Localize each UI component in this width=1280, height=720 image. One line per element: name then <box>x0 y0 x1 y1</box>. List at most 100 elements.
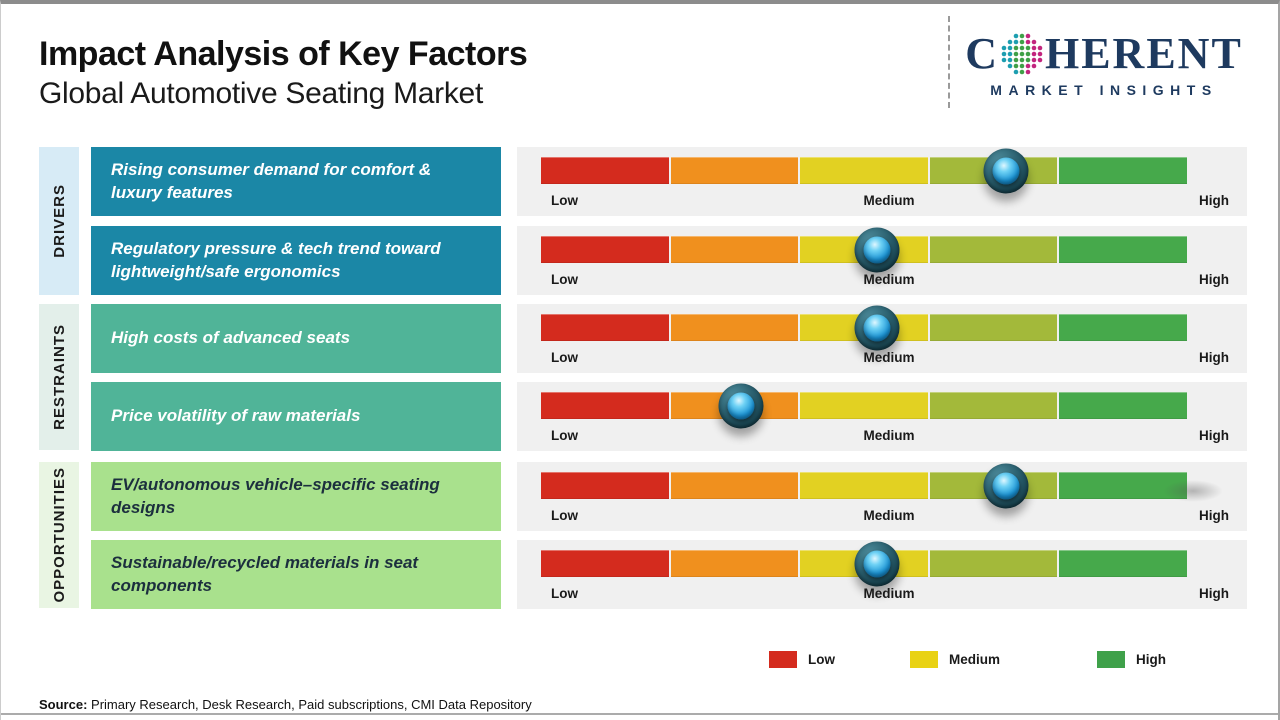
gauge-segment-red <box>541 314 669 341</box>
factor-card: Sustainable/recycled materials in seat c… <box>91 540 501 609</box>
globe-dots-icon <box>1001 33 1043 75</box>
scale-label-high: High <box>1199 272 1229 287</box>
source-prefix: Source: <box>39 697 88 712</box>
scale-label-low: Low <box>551 350 578 365</box>
impact-gauge: Low Medium High <box>517 540 1247 609</box>
scale-label-low: Low <box>551 508 578 523</box>
gauge-segment-yellow <box>800 472 928 499</box>
brand-logo: C HERENT MARKET INSIGHTS <box>954 30 1254 99</box>
impact-knob[interactable] <box>983 148 1029 193</box>
impact-gauge: Low Medium High <box>517 226 1247 295</box>
scale-label-low: Low <box>551 586 578 601</box>
scale-label-high: High <box>1199 428 1229 443</box>
page-title: Impact Analysis of Key Factors <box>39 35 528 73</box>
page-subtitle: Global Automotive Seating Market <box>39 76 483 110</box>
knob-core <box>863 550 891 577</box>
scale-label-low: Low <box>551 193 578 208</box>
impact-gauge: Low Medium High <box>517 147 1247 216</box>
scale-label-high: High <box>1199 586 1229 601</box>
bottom-rule <box>1 713 1278 715</box>
logo-text-c: C <box>965 29 999 78</box>
gauge-bar <box>541 541 1187 586</box>
logo-subtext: MARKET INSIGHTS <box>990 82 1218 98</box>
gauge-segment-orange <box>670 550 799 577</box>
gauge-segment-olive <box>929 236 1058 263</box>
gauge-bar <box>541 305 1187 350</box>
factor-card: Rising consumer demand for comfort & lux… <box>91 147 501 216</box>
scale-label-low: Low <box>551 428 578 443</box>
source-text: Primary Research, Desk Research, Paid su… <box>87 697 532 712</box>
group-label: RESTRAINTS <box>50 324 68 430</box>
gauge-segment-olive <box>929 392 1058 419</box>
source-line: Source: Primary Research, Desk Research,… <box>39 697 532 712</box>
scale-label-medium: Medium <box>863 586 915 601</box>
legend-swatch-high <box>1097 650 1125 668</box>
gauge-bar <box>541 463 1223 508</box>
factor-card: Price volatility of raw materials <box>91 382 501 451</box>
knob-core <box>863 236 891 263</box>
group-tab-restraints: RESTRAINTS <box>39 304 79 450</box>
gauge-scale: Low Medium High <box>517 508 1247 526</box>
scale-label-medium: Medium <box>863 193 915 208</box>
gauge-segment-green <box>1059 392 1187 419</box>
factor-row: Rising consumer demand for comfort & lux… <box>91 147 1247 216</box>
scale-label-high: High <box>1199 350 1229 365</box>
factor-row: Regulatory pressure & tech trend toward … <box>91 226 1247 295</box>
logo-divider <box>948 16 950 108</box>
knob-core <box>992 157 1020 184</box>
gauge-segment-red <box>541 392 669 419</box>
factor-row: EV/autonomous vehicle–specific seating d… <box>91 462 1247 531</box>
scale-label-medium: Medium <box>863 272 915 287</box>
factor-card: Regulatory pressure & tech trend toward … <box>91 226 501 295</box>
gauge-segment-green <box>1059 157 1187 184</box>
gauge-bar <box>541 148 1187 193</box>
gauge-segment-green <box>1059 550 1187 577</box>
logo-text-herent: HERENT <box>1044 29 1243 78</box>
factor-text: Price volatility of raw materials <box>111 406 361 426</box>
gauge-bar <box>541 227 1187 272</box>
knob-core <box>863 314 891 341</box>
factor-text: Sustainable/recycled materials in seat c… <box>111 552 419 595</box>
impact-knob[interactable] <box>854 541 900 586</box>
gauge-segment-orange <box>670 314 799 341</box>
factor-text: Regulatory pressure & tech trend toward … <box>111 238 441 281</box>
group-tab-opportunities: OPPORTUNITIES <box>39 462 79 608</box>
impact-knob[interactable] <box>854 227 900 272</box>
gauge-segment-olive <box>929 550 1058 577</box>
impact-knob[interactable] <box>983 463 1029 508</box>
impact-knob[interactable] <box>718 383 764 428</box>
factor-card: EV/autonomous vehicle–specific seating d… <box>91 462 501 531</box>
gauge-segment-olive <box>929 314 1058 341</box>
gauge-segment-green <box>1059 472 1187 499</box>
bar-end-shadow <box>1163 480 1223 502</box>
gauge-scale: Low Medium High <box>517 272 1247 290</box>
scale-label-high: High <box>1199 193 1229 208</box>
brand-name: C HERENT <box>954 30 1254 78</box>
legend-item-high: High <box>1097 650 1166 668</box>
legend-label: Medium <box>949 651 1001 667</box>
factor-text: High costs of advanced seats <box>111 328 351 348</box>
gauge-segment-yellow <box>800 392 928 419</box>
legend-item-medium: Medium <box>910 650 1000 668</box>
scale-label-medium: Medium <box>863 350 915 365</box>
gauge-scale: Low Medium High <box>517 428 1247 446</box>
scale-label-high: High <box>1199 508 1229 523</box>
gauge-segment-orange <box>670 157 799 184</box>
legend-swatch-medium <box>910 650 938 668</box>
impact-knob[interactable] <box>854 305 900 350</box>
gauge-segment-green <box>1059 314 1187 341</box>
impact-gauge: Low Medium High <box>517 382 1247 451</box>
impact-gauge: Low Medium High <box>517 304 1247 373</box>
gauge-segment-orange <box>670 472 799 499</box>
title-block: Impact Analysis of Key Factors Global Au… <box>39 34 528 112</box>
gauge-scale: Low Medium High <box>517 193 1247 211</box>
factor-card: High costs of advanced seats <box>91 304 501 373</box>
gauge-segment-red <box>541 550 669 577</box>
gauge-scale: Low Medium High <box>517 350 1247 368</box>
legend-swatch-low <box>769 650 797 668</box>
scale-label-medium: Medium <box>863 428 915 443</box>
factor-row: High costs of advanced seats Low Medium … <box>91 304 1247 373</box>
legend-item-low: Low <box>769 650 835 668</box>
factor-text: Rising consumer demand for comfort & lux… <box>111 159 432 202</box>
